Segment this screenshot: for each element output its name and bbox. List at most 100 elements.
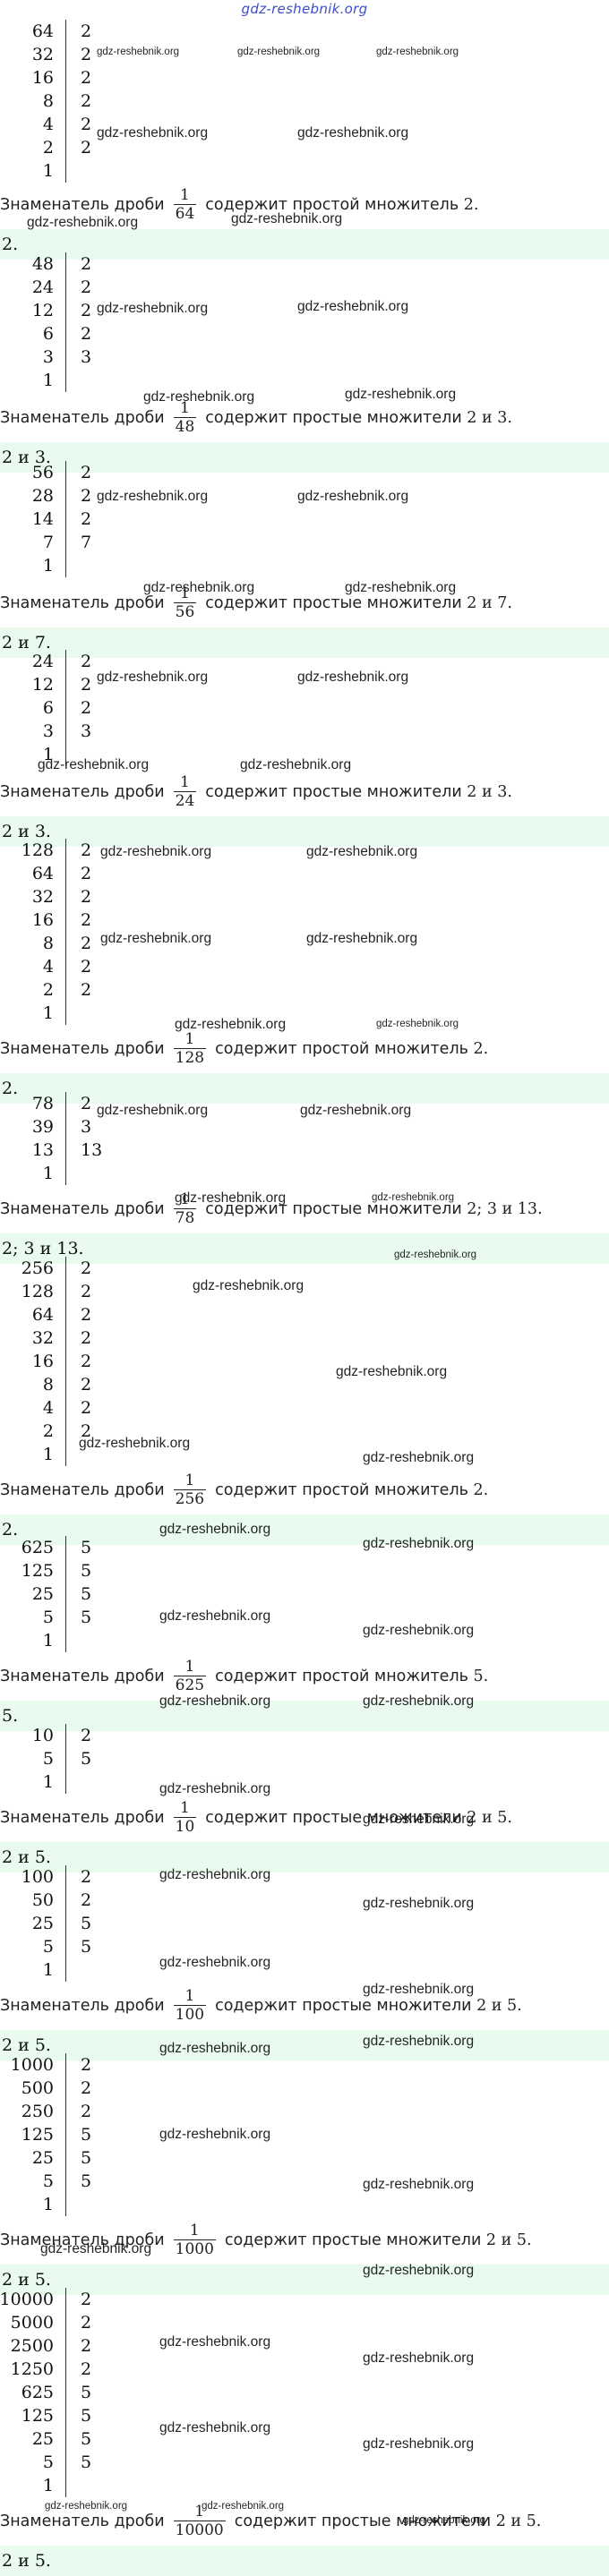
statement-suffix: содержит простой множитель — [215, 1480, 468, 1499]
dividend: 32 — [31, 887, 54, 907]
statement-line: Знаменатель дроби 1 24 содержит простые мно… — [0, 773, 512, 816]
dividend: 1 — [42, 1003, 54, 1023]
dividend: 64 — [31, 1305, 54, 1325]
dividend: 1000 — [10, 2055, 54, 2075]
dividend: 1 — [42, 1772, 54, 1792]
prime-divisor: 2 — [81, 45, 92, 64]
factorization-row: 5000 2 — [0, 2311, 116, 2334]
factorization-table: 10000 2 5000 2 2500 2 1250 2 625 5 125 5 25 5 5 5 1 — [0, 2288, 116, 2497]
answer-line: 2 и 5. — [0, 2546, 609, 2576]
fraction-numerator: 1 — [180, 1190, 190, 1208]
factorization-row: 500 2 — [0, 2077, 116, 2100]
statement-primes: 2 и 3. — [467, 782, 512, 801]
dividend: 100 — [21, 1867, 54, 1887]
statement-primes: 5. — [473, 1667, 489, 1685]
statement-prefix: Знаменатель дроби — [0, 1480, 165, 1499]
factorization-row: 2500 2 — [0, 2334, 116, 2358]
prime-divisor: 2 — [81, 2102, 92, 2121]
prime-divisor: 3 — [81, 347, 92, 367]
prime-divisor: 2 — [81, 138, 92, 158]
prime-divisor: 2 — [81, 1726, 92, 1745]
factorization-row: 28 2 — [0, 484, 116, 508]
dividend: 1 — [42, 371, 54, 390]
watermark-text: gdz-reshebnik.org — [363, 1693, 475, 1709]
factorization-divider-line — [65, 839, 67, 1025]
factorization-row: 14 2 — [0, 508, 116, 531]
watermark-text: gdz-reshebnik.org — [40, 2241, 152, 2256]
dividend: 625 — [21, 1538, 54, 1557]
dividend: 125 — [21, 1561, 54, 1581]
watermark-text: gdz-reshebnik.org — [363, 2350, 475, 2366]
factorization-row: 25 5 — [0, 1582, 116, 1606]
watermark-text: gdz-reshebnik.org — [143, 580, 255, 595]
statement-line: Знаменатель дроби 1 10 содержит простые мно… — [0, 1799, 512, 1842]
dividend: 12 — [31, 675, 54, 695]
factorization-row: 1 — [0, 2474, 116, 2497]
statement-suffix: содержит простые множители — [234, 2512, 492, 2530]
dividend: 625 — [21, 2383, 54, 2402]
prime-divisor: 2 — [81, 1375, 92, 1395]
factorization-table: 48 2 24 2 12 2 6 2 3 3 1 — [0, 252, 116, 392]
watermark-text: gdz-reshebnik.org — [100, 931, 212, 946]
answer-line: 2 и 3. — [0, 442, 609, 473]
prime-divisor: 2 — [81, 1094, 92, 1113]
dividend: 10 — [31, 1726, 54, 1745]
factorization-row: 256 2 — [0, 1257, 116, 1280]
statement-primes: 2; 3 и 13. — [467, 1199, 543, 1218]
dividend: 1 — [42, 2195, 54, 2214]
factorization-divider-line — [65, 2288, 67, 2497]
statement-prefix: Знаменатель дроби — [0, 1667, 165, 1685]
factorization-row: 125 5 — [0, 2123, 116, 2146]
site-logo[interactable]: gdz-reshebnik.org — [241, 1, 368, 17]
dividend: 500 — [21, 2078, 54, 2098]
watermark-text: gdz-reshebnik.org — [159, 1693, 271, 1709]
prime-divisor: 2 — [81, 1352, 92, 1371]
prime-divisor: 5 — [81, 2383, 92, 2402]
prime-divisor: 2 — [81, 2055, 92, 2075]
watermark-text: gdz-reshebnik.org — [363, 1623, 475, 1638]
prime-divisor: 2 — [81, 1328, 92, 1348]
watermark-text: gdz-reshebnik.org — [97, 47, 180, 57]
statement-line: Знаменатель дроби 1 64 содержит простой мно… — [0, 186, 478, 229]
fraction-numerator: 1 — [194, 2503, 205, 2521]
factorization-divider-line — [65, 2053, 67, 2216]
factorization-divider-line — [65, 1257, 67, 1466]
statement-suffix: содержит простые множители — [224, 2231, 482, 2249]
fraction: 1 64 — [173, 186, 197, 223]
factorization-row: 56 2 — [0, 461, 116, 484]
prime-divisor: 5 — [81, 2125, 92, 2145]
prime-divisor: 2 — [81, 2290, 92, 2309]
factorization-divider-line — [65, 252, 67, 392]
statement-line: Знаменатель дроби 1 10000 содержит простые … — [0, 2503, 541, 2546]
dividend: 8 — [42, 91, 54, 111]
dividend: 1 — [42, 2476, 54, 2495]
watermark-text: gdz-reshebnik.org — [159, 1522, 271, 1537]
answer-line: 2; 3 и 13. — [0, 1233, 609, 1264]
dividend: 3 — [42, 721, 54, 741]
prime-divisor: 5 — [81, 1561, 92, 1581]
dividend: 4 — [42, 115, 54, 134]
watermark-text: gdz-reshebnik.org — [345, 387, 457, 402]
prime-divisor: 2 — [81, 1305, 92, 1325]
fraction: 1 100 — [173, 1987, 207, 2024]
dividend: 25 — [31, 2148, 54, 2168]
answer-line: 2 и 7. — [0, 627, 609, 658]
watermark-text: gdz-reshebnik.org — [297, 299, 409, 314]
fraction: 1 256 — [173, 1471, 207, 1508]
statement-suffix: содержит простой множитель — [205, 195, 459, 214]
statement-prefix: Знаменатель дроби — [0, 1808, 165, 1827]
factorization-table: 625 5 125 5 25 5 5 5 1 — [0, 1536, 116, 1652]
prime-divisor: 2 — [81, 115, 92, 134]
prime-divisor: 2 — [81, 864, 92, 883]
dividend: 78 — [31, 1094, 54, 1113]
factorization-divider-line — [65, 1865, 67, 1982]
fraction-denominator: 56 — [173, 602, 197, 621]
watermark-text: gdz-reshebnik.org — [306, 844, 418, 859]
watermark-text: gdz-reshebnik.org — [159, 1955, 271, 1970]
watermark-text: gdz-reshebnik.org — [336, 1364, 448, 1379]
watermark-text: gdz-reshebnik.org — [159, 2420, 271, 2435]
